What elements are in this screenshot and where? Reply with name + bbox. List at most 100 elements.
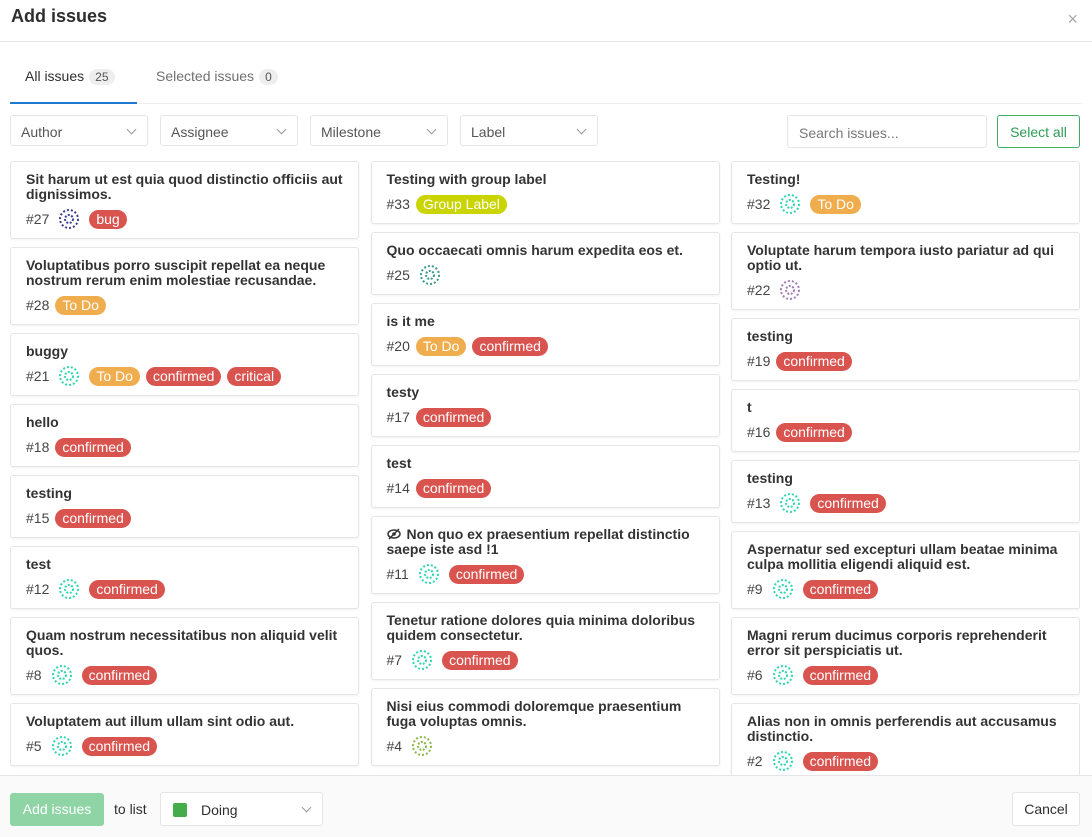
filter-dropdown[interactable]: Milestone [310, 115, 448, 146]
issue-number: #22 [747, 282, 771, 298]
issue-title: Sit harum ut est quia quod distinctio of… [26, 171, 343, 202]
issue-number: #12 [26, 581, 50, 597]
issue-card[interactable]: Tenetur ratione dolores quia minima dolo… [370, 602, 720, 680]
cancel-button[interactable]: Cancel [1012, 792, 1080, 826]
issue-title-row: hello [26, 415, 343, 430]
issue-title: Aspernatur sed excepturi ullam beatae mi… [747, 541, 1058, 572]
avatar [418, 564, 439, 584]
avatar [412, 736, 433, 756]
issue-title-row: t [747, 400, 1064, 415]
tab-count: 0 [259, 69, 278, 85]
issue-title: test [26, 556, 51, 572]
search-input[interactable]: Search issues... [787, 115, 987, 148]
issue-title: buggy [26, 343, 68, 359]
footer: Add issues to list Doing Cancel [0, 775, 1092, 837]
select-all-button[interactable]: Select all [997, 115, 1080, 148]
list-dropdown[interactable]: Doing [160, 792, 323, 826]
issue-card[interactable]: Sit harum ut est quia quod distinctio of… [10, 161, 359, 239]
issue-title: testing [747, 328, 793, 344]
filter-dropdown[interactable]: Label [460, 115, 598, 146]
issue-title: Magni rerum ducimus corporis reprehender… [747, 627, 1047, 658]
issue-title: Voluptatem aut illum ullam sint odio aut… [26, 713, 295, 729]
issue-card[interactable]: testing #13 confirmed [731, 460, 1080, 523]
issue-label: To Do [415, 336, 467, 356]
issue-meta: #16 confirmed [747, 422, 1064, 442]
issue-title-row: Non quo ex praesentium repellat distinct… [387, 527, 704, 557]
issue-column: Testing with group label #33 Group Label Qu… [370, 161, 720, 766]
issue-label: confirmed [802, 751, 879, 771]
issue-card[interactable]: t #16 confirmed [731, 389, 1080, 452]
issue-card[interactable]: testing #15 confirmed [10, 475, 359, 538]
tabs: All issues 25 Selected issues 0 [10, 52, 1082, 104]
filter-dropdown[interactable]: Author [10, 115, 148, 146]
issue-label: confirmed [89, 579, 165, 599]
avatar [419, 265, 440, 285]
issue-card[interactable]: Voluptatibus porro suscipit repellat ea … [10, 247, 359, 325]
issue-title: Non quo ex praesentium repellat distinct… [386, 526, 690, 557]
issue-card[interactable]: Quam nostrum necessitatibus non aliquid … [10, 617, 359, 695]
issue-card[interactable]: Aspernatur sed excepturi ullam beatae mi… [731, 531, 1080, 609]
tab-count: 25 [89, 69, 115, 85]
issue-label: confirmed [472, 336, 548, 356]
issue-title-row: Voluptate harum tempora iusto pariatur a… [747, 243, 1064, 273]
filter-dropdown[interactable]: Assignee [160, 115, 298, 146]
issue-card[interactable]: is it me #20 To Do confirmed [370, 303, 720, 366]
add-issues-button[interactable]: Add issues [10, 793, 104, 826]
issue-number: #18 [26, 439, 50, 455]
issue-title-row: Testing! [747, 172, 1064, 187]
issue-label: confirmed [55, 437, 131, 457]
issue-label: confirmed [81, 736, 158, 756]
list-color [173, 803, 187, 817]
issue-number: #6 [747, 667, 763, 683]
issue-meta: #21 To Do confirmed critical [26, 366, 343, 386]
issue-title: Quo occaecati omnis harum expedita eos e… [386, 242, 683, 258]
issue-card[interactable]: Alias non in omnis perferendis aut accus… [731, 703, 1080, 775]
issue-card[interactable]: test #12 confirmed [10, 546, 359, 609]
issue-meta: #9 confirmed [747, 579, 1064, 599]
issue-title-row: Sit harum ut est quia quod distinctio of… [26, 172, 343, 202]
issue-number: #17 [386, 409, 410, 425]
issue-title: test [386, 455, 412, 471]
issue-number: #27 [26, 211, 50, 227]
issue-title-row: testing [26, 486, 343, 501]
issue-meta: #20 To Do confirmed [387, 336, 704, 356]
issue-title: Testing! [747, 171, 801, 187]
issue-title-row: Quo occaecati omnis harum expedita eos e… [387, 243, 704, 258]
issue-card[interactable]: Testing with group label #33 Group Label [370, 161, 720, 224]
avatar [51, 665, 72, 685]
issue-title: hello [26, 414, 59, 430]
issue-column: Testing! #32 To Do Voluptate harum tempora … [731, 161, 1080, 775]
issue-card[interactable]: Voluptatem aut illum ullam sint odio aut… [10, 703, 359, 766]
issue-title: Testing with group label [386, 171, 547, 187]
avatar [59, 579, 80, 599]
list-name: Doing [201, 802, 238, 818]
issue-label: critical [227, 366, 282, 386]
issue-card[interactable]: testy #17 confirmed [370, 374, 720, 437]
issue-label: confirmed [81, 665, 158, 685]
issue-card[interactable]: hello #18 confirmed [10, 404, 359, 467]
issue-card[interactable]: buggy #21 To Do confirmed critical [10, 333, 359, 396]
issue-card[interactable]: Voluptate harum tempora iusto pariatur a… [731, 232, 1080, 310]
tab-underline [10, 102, 137, 104]
issue-title-row: Magni rerum ducimus corporis reprehender… [747, 628, 1064, 658]
issue-card[interactable]: Non quo ex praesentium repellat distinct… [370, 516, 720, 594]
issue-number: #19 [747, 353, 771, 369]
close-button[interactable]: × [1067, 9, 1078, 29]
issue-label: confirmed [415, 407, 492, 427]
issue-card[interactable]: Magni rerum ducimus corporis reprehender… [731, 617, 1080, 695]
avatar [412, 650, 433, 670]
issue-card[interactable]: Nisi eius commodi doloremque praesentium… [370, 688, 720, 766]
issue-label: To Do [810, 194, 861, 214]
issue-number: #4 [386, 738, 403, 754]
issue-card[interactable]: test #14 confirmed [370, 445, 720, 508]
avatar [780, 280, 801, 300]
tab[interactable]: All issues 25 [25, 68, 115, 85]
issue-card[interactable]: testing #19 confirmed [731, 318, 1080, 381]
issue-card[interactable]: Quo occaecati omnis harum expedita eos e… [370, 232, 720, 295]
issue-meta: #22 [747, 280, 1064, 300]
filters: Author Assignee Milestone Label Search i… [10, 115, 1080, 148]
issue-card[interactable]: Testing! #32 To Do [731, 161, 1080, 224]
issue-title-row: Testing with group label [387, 172, 704, 187]
tab[interactable]: Selected issues 0 [156, 68, 278, 85]
